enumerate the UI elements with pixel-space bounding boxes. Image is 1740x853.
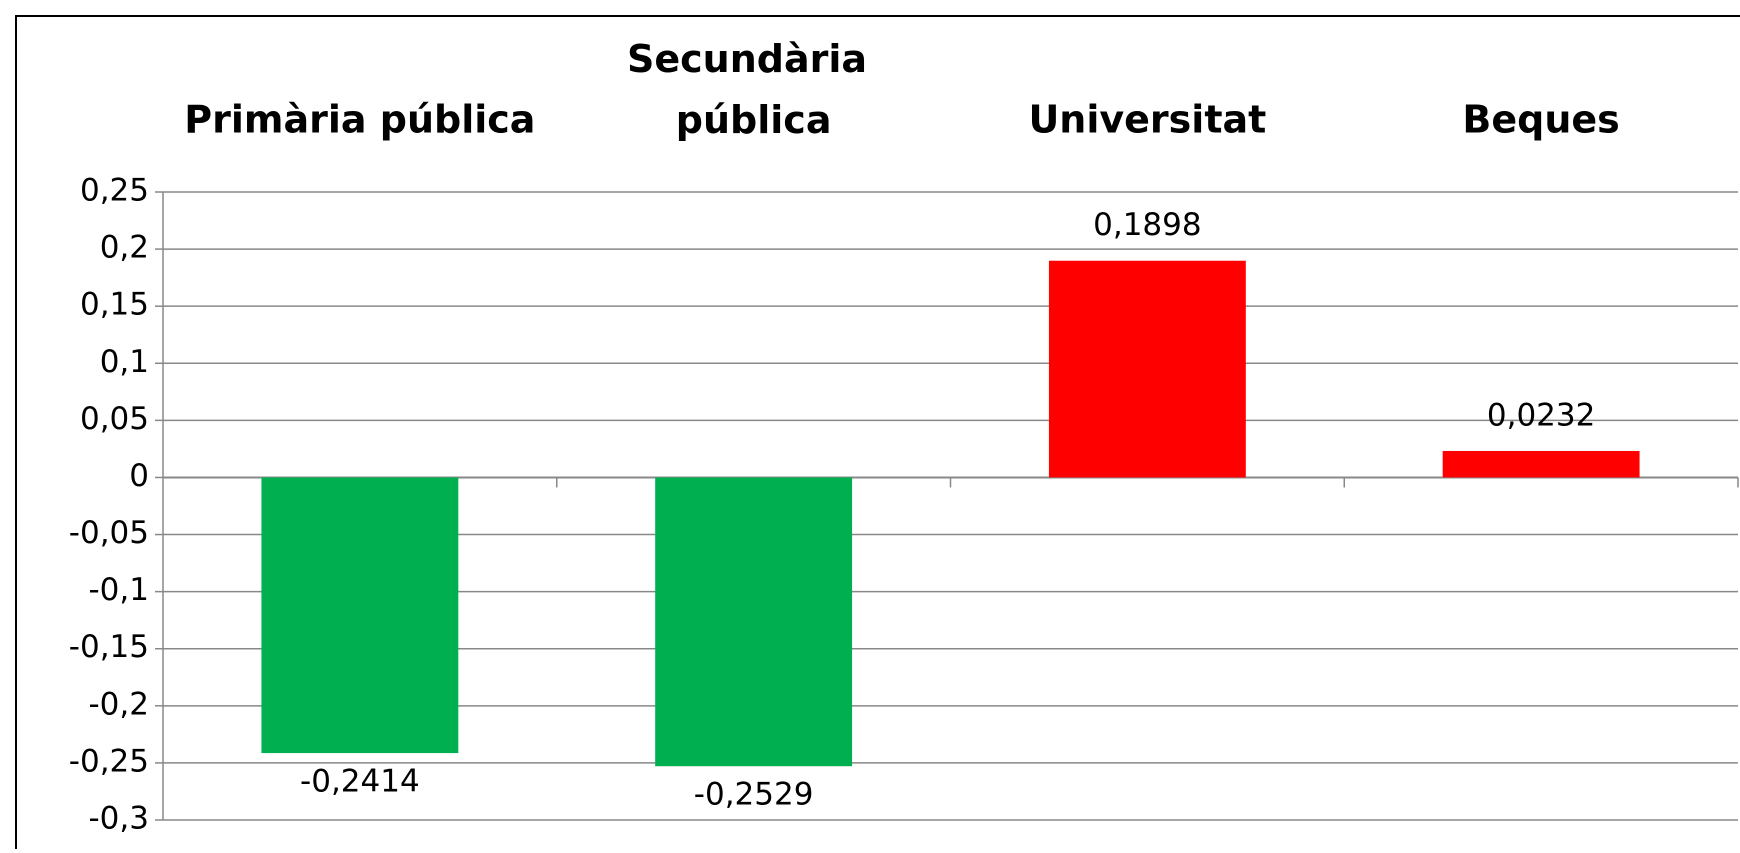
bar: [1048, 260, 1246, 478]
y-tick-label: -0,05: [69, 515, 149, 551]
data-label: 0,1898: [1093, 207, 1201, 243]
y-tick-label: 0,05: [80, 401, 149, 437]
x-category-label: Beques: [1462, 98, 1619, 142]
bar: [655, 477, 853, 767]
y-tick-label: -0,25: [69, 743, 149, 779]
bar: [1442, 450, 1640, 478]
data-label: 0,0232: [1487, 397, 1595, 433]
y-tick-label: -0,1: [89, 572, 150, 608]
y-tick-label: -0,3: [89, 801, 150, 837]
y-tick-label: -0,2: [89, 686, 150, 722]
y-tick-label: 0,2: [100, 230, 149, 266]
y-tick-label: 0,15: [80, 287, 149, 323]
x-category-label: Universitat: [1028, 98, 1266, 142]
data-label: -0,2414: [300, 764, 420, 800]
y-tick-label: 0: [129, 458, 149, 494]
x-category-label: Primària pública: [184, 98, 535, 142]
y-tick-label: 0,25: [80, 173, 149, 209]
x-category-label: Secundària pública: [627, 37, 880, 142]
y-tick-label: -0,15: [69, 629, 149, 665]
y-tick-label: 0,1: [100, 344, 149, 380]
data-label: -0,2529: [694, 777, 814, 813]
bar: [261, 477, 459, 754]
